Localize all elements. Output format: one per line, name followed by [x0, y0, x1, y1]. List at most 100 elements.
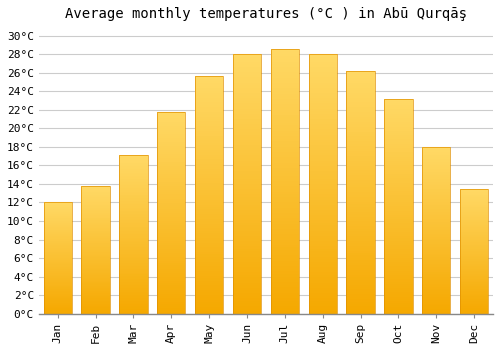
Bar [157, 176, 186, 178]
Bar [422, 284, 450, 285]
Bar [270, 271, 299, 274]
Bar [233, 259, 261, 262]
Bar [195, 138, 224, 140]
Bar [82, 211, 110, 213]
Bar [82, 273, 110, 274]
Bar [119, 292, 148, 293]
Bar [82, 202, 110, 204]
Bar [233, 189, 261, 192]
Bar [119, 252, 148, 253]
Bar [384, 292, 412, 294]
Bar [82, 276, 110, 278]
Bar [422, 230, 450, 232]
Bar [346, 248, 375, 251]
Bar [270, 123, 299, 125]
Bar [460, 214, 488, 215]
Bar [233, 114, 261, 117]
Bar [422, 202, 450, 204]
Bar [346, 166, 375, 168]
Bar [346, 307, 375, 309]
Bar [195, 157, 224, 160]
Bar [422, 292, 450, 294]
Bar [270, 83, 299, 86]
Bar [308, 62, 337, 64]
Bar [82, 283, 110, 284]
Bar [384, 294, 412, 296]
Bar [308, 184, 337, 187]
Bar [422, 177, 450, 178]
Bar [270, 88, 299, 91]
Bar [346, 299, 375, 302]
Bar [384, 191, 412, 193]
Bar [384, 172, 412, 174]
Bar [82, 196, 110, 197]
Bar [270, 112, 299, 115]
Bar [44, 237, 72, 239]
Bar [233, 257, 261, 259]
Title: Average monthly temperatures (°C ) in Abū Qurqāş: Average monthly temperatures (°C ) in Ab… [65, 7, 467, 21]
Bar [44, 306, 72, 307]
Bar [270, 118, 299, 120]
Bar [82, 231, 110, 232]
Bar [308, 202, 337, 205]
Bar [44, 247, 72, 249]
Bar [384, 189, 412, 191]
Bar [233, 181, 261, 184]
Bar [157, 249, 186, 251]
Bar [460, 311, 488, 313]
Bar [270, 218, 299, 221]
Bar [233, 106, 261, 108]
Bar [384, 142, 412, 144]
Bar [44, 261, 72, 262]
Bar [119, 304, 148, 306]
Bar [346, 76, 375, 78]
Bar [157, 195, 186, 196]
Bar [195, 309, 224, 312]
Bar [308, 218, 337, 220]
Bar [195, 200, 224, 202]
Bar [384, 202, 412, 204]
Bar [270, 229, 299, 232]
Bar [157, 193, 186, 195]
Bar [44, 244, 72, 245]
Bar [384, 247, 412, 249]
Bar [270, 149, 299, 152]
Bar [195, 243, 224, 245]
Bar [44, 229, 72, 230]
Bar [82, 238, 110, 239]
Bar [384, 249, 412, 251]
Bar [270, 226, 299, 229]
Bar [195, 121, 224, 124]
Bar [157, 298, 186, 300]
Bar [195, 188, 224, 190]
Bar [384, 185, 412, 187]
Bar [270, 311, 299, 314]
Bar [308, 257, 337, 259]
Bar [157, 168, 186, 170]
Bar [82, 297, 110, 299]
Bar [422, 175, 450, 177]
Bar [157, 251, 186, 253]
Bar [119, 263, 148, 265]
Bar [384, 275, 412, 277]
Bar [157, 281, 186, 284]
Bar [195, 126, 224, 128]
Bar [346, 85, 375, 88]
Bar [346, 139, 375, 141]
Bar [119, 158, 148, 160]
Bar [384, 163, 412, 165]
Bar [422, 257, 450, 259]
Bar [422, 180, 450, 182]
Bar [270, 155, 299, 157]
Bar [384, 135, 412, 137]
Bar [384, 232, 412, 234]
Bar [82, 250, 110, 251]
Bar [384, 137, 412, 140]
Bar [195, 136, 224, 138]
Bar [119, 173, 148, 174]
Bar [157, 138, 186, 140]
Bar [346, 190, 375, 192]
Bar [195, 202, 224, 204]
Bar [44, 285, 72, 286]
Bar [346, 114, 375, 117]
